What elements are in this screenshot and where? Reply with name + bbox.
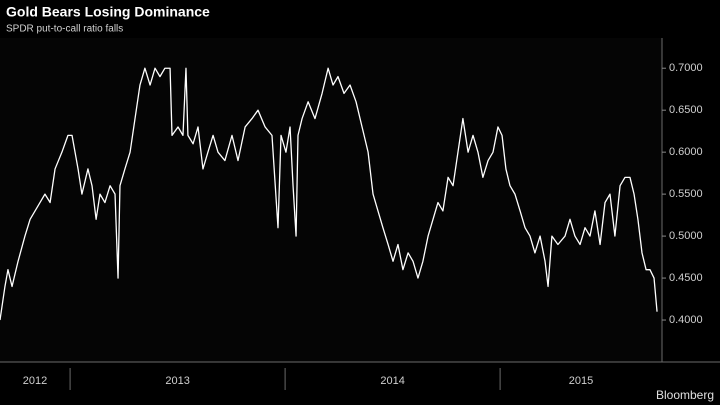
y-tick-label: 0.4500 xyxy=(669,272,703,284)
data-line xyxy=(0,67,658,321)
y-tick-label: 0.6500 xyxy=(669,104,703,116)
x-tick-label: 2012 xyxy=(23,375,47,387)
y-tick-label: 0.5000 xyxy=(669,230,703,242)
y-tick-label: 0.5500 xyxy=(669,188,703,200)
plot-area xyxy=(0,38,662,362)
chart-title: Gold Bears Losing Dominance xyxy=(6,4,210,20)
y-tick-label: 0.7000 xyxy=(669,62,703,74)
chart-subtitle: SPDR put-to-call ratio falls xyxy=(6,24,123,35)
y-tick-label: 0.4000 xyxy=(669,314,703,326)
source: Bloomberg xyxy=(656,388,714,402)
x-tick-label: 2013 xyxy=(165,375,189,387)
x-tick-label: 2015 xyxy=(569,375,593,387)
y-tick-label: 0.6000 xyxy=(669,146,703,158)
x-tick-label: 2014 xyxy=(380,375,404,387)
